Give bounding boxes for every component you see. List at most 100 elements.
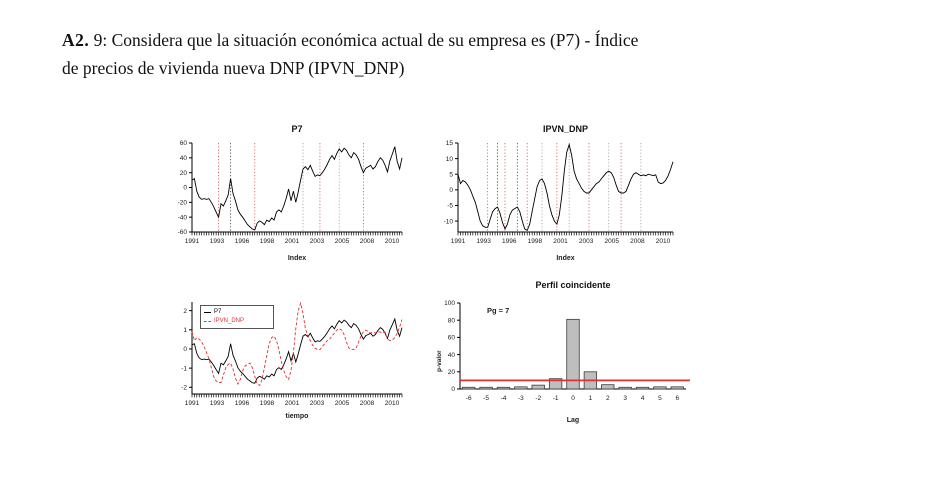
pvalue-bar	[601, 384, 615, 390]
svg-text:2001: 2001	[553, 238, 568, 245]
svg-text:15: 15	[446, 140, 454, 147]
svg-text:1993: 1993	[476, 238, 491, 245]
svg-text:1998: 1998	[260, 400, 275, 407]
svg-text:4: 4	[641, 395, 645, 402]
legend-label-p7: P7	[214, 309, 222, 315]
svg-text:2010: 2010	[656, 238, 671, 245]
svg-text:40: 40	[180, 155, 188, 162]
svg-text:2008: 2008	[360, 400, 375, 407]
svg-text:-1: -1	[181, 365, 187, 372]
svg-text:80: 80	[448, 317, 456, 324]
svg-text:1996: 1996	[235, 400, 250, 407]
y-tick-labels: 0 20 40 60 80 100	[444, 300, 460, 393]
chart-std-canvas: -2 -1 0 1 2 1991 1993 1996 1998 2001 2003 2005 2008 2…	[181, 301, 403, 407]
svg-text:2005: 2005	[335, 238, 350, 245]
svg-text:5: 5	[658, 395, 662, 402]
pvalue-bar	[635, 386, 650, 390]
svg-text:0: 0	[183, 185, 187, 192]
chart-perfil-title: Perfil coincidente	[535, 280, 611, 290]
svg-text:60: 60	[180, 140, 188, 147]
lag-tick-labels: -6 -5 -4 -3 -2 -1 0 1 2 3 4 5 6	[466, 395, 680, 402]
ipvn-line-swatch-icon	[204, 321, 211, 322]
y-tick-labels: -2 -1 0 1 2	[181, 308, 192, 391]
svg-text:2: 2	[183, 308, 187, 315]
chart-ipvn-canvas: -10 -5 0 5 10 15 1991 1993 1996 1998 2001 2003 2005 2…	[444, 140, 674, 245]
svg-text:20: 20	[448, 369, 456, 376]
svg-text:-1: -1	[553, 395, 559, 402]
svg-text:-2: -2	[535, 395, 541, 402]
svg-text:2003: 2003	[310, 238, 325, 245]
pvalue-bars	[462, 318, 684, 390]
caption-number: A2.	[62, 30, 90, 50]
pvalue-bar	[618, 386, 632, 390]
svg-text:-6: -6	[466, 395, 472, 402]
quarterly-tick-comb	[457, 232, 674, 236]
svg-text:2005: 2005	[335, 400, 350, 407]
svg-text:2008: 2008	[360, 238, 375, 245]
pvalue-bar	[479, 386, 493, 390]
svg-text:40: 40	[448, 352, 456, 359]
legend-item-ipvn: IPVN_DNP	[204, 317, 270, 326]
p7-series-0-path	[191, 146, 403, 231]
chart-perfil-xlabel: Lag	[566, 417, 580, 424]
svg-text:-5: -5	[483, 395, 489, 402]
svg-text:-3: -3	[518, 395, 524, 402]
chart-perfil-canvas: 0 20 40 60 80 100 -6 -5 -4 -3 -2 -1 0 1 2 3 4 5 6	[444, 300, 690, 402]
svg-text:-20: -20	[178, 200, 188, 207]
chart-p7-canvas: -60 -40 -20 0 20 40 60 1991 1993 1996 1998 2001 2003…	[178, 140, 403, 245]
svg-text:0: 0	[183, 346, 187, 353]
svg-text:2003: 2003	[310, 400, 325, 407]
svg-text:1991: 1991	[185, 400, 200, 407]
svg-text:2010: 2010	[385, 400, 400, 407]
svg-text:-5: -5	[447, 203, 453, 210]
svg-text:5: 5	[449, 171, 453, 178]
legend-item-p7: P7	[204, 308, 270, 317]
legend-label-ipvn: IPVN_DNP	[214, 318, 245, 324]
chart-p7-xlabel: Index	[287, 255, 307, 262]
svg-text:100: 100	[444, 300, 455, 307]
svg-text:2001: 2001	[285, 400, 300, 407]
svg-text:3: 3	[623, 395, 627, 402]
chart-ipvn-title: IPVN_DNP	[542, 124, 588, 134]
svg-text:1: 1	[183, 327, 187, 334]
legend-box: P7 IPVN_DNP	[200, 305, 274, 329]
chart-std-xlabel: tiempo	[285, 413, 309, 420]
svg-text:2008: 2008	[630, 238, 645, 245]
svg-text:1991: 1991	[185, 238, 200, 245]
chart-ipvn-xlabel: Index	[556, 255, 575, 262]
svg-text:2: 2	[606, 395, 610, 402]
svg-text:1993: 1993	[210, 238, 225, 245]
pvalue-bar	[548, 378, 563, 390]
svg-text:1996: 1996	[502, 238, 517, 245]
y-tick-labels: -60 -40 -20 0 20 40 60	[178, 140, 192, 236]
pg-annotation: Pg = 7	[487, 306, 510, 315]
svg-text:-40: -40	[178, 214, 188, 221]
pvalue-bar	[462, 386, 476, 390]
svg-text:1991: 1991	[451, 238, 466, 245]
svg-text:1: 1	[589, 395, 593, 402]
std-series-0-path	[191, 317, 403, 384]
svg-text:1998: 1998	[528, 238, 543, 245]
svg-text:20: 20	[180, 170, 188, 177]
pvalue-bar	[531, 384, 545, 390]
caption-line-2: de precios de vivienda nueva DNP (IPVN_D…	[62, 58, 405, 78]
y-tick-labels: -10 -5 0 5 10 15	[444, 140, 458, 225]
svg-text:-4: -4	[501, 395, 507, 402]
quarterly-tick-comb	[191, 232, 403, 236]
svg-text:1996: 1996	[235, 238, 250, 245]
pvalue-bar	[514, 386, 528, 390]
pvalue-bar	[653, 386, 667, 390]
svg-text:2001: 2001	[285, 238, 300, 245]
chart-p7-title: P7	[291, 124, 303, 134]
svg-text:2003: 2003	[579, 238, 594, 245]
x-tick-labels: 1991 1993 1996 1998 2001 2003 2005 2008 2010	[185, 238, 400, 245]
svg-text:0: 0	[571, 395, 575, 402]
figure-caption: A2. 9: Considera que la situación económ…	[62, 26, 862, 82]
pvalue-bar	[496, 386, 511, 390]
svg-text:10: 10	[446, 156, 454, 163]
x-tick-labels: 1991 1993 1996 1998 2001 2003 2005 2008 2010	[451, 238, 671, 245]
svg-text:-10: -10	[444, 218, 454, 225]
caption-text-1: 9: Considera que la situación económica …	[89, 30, 639, 50]
std-series-1-path	[191, 301, 403, 387]
ipvn-series-0-path	[457, 142, 674, 232]
